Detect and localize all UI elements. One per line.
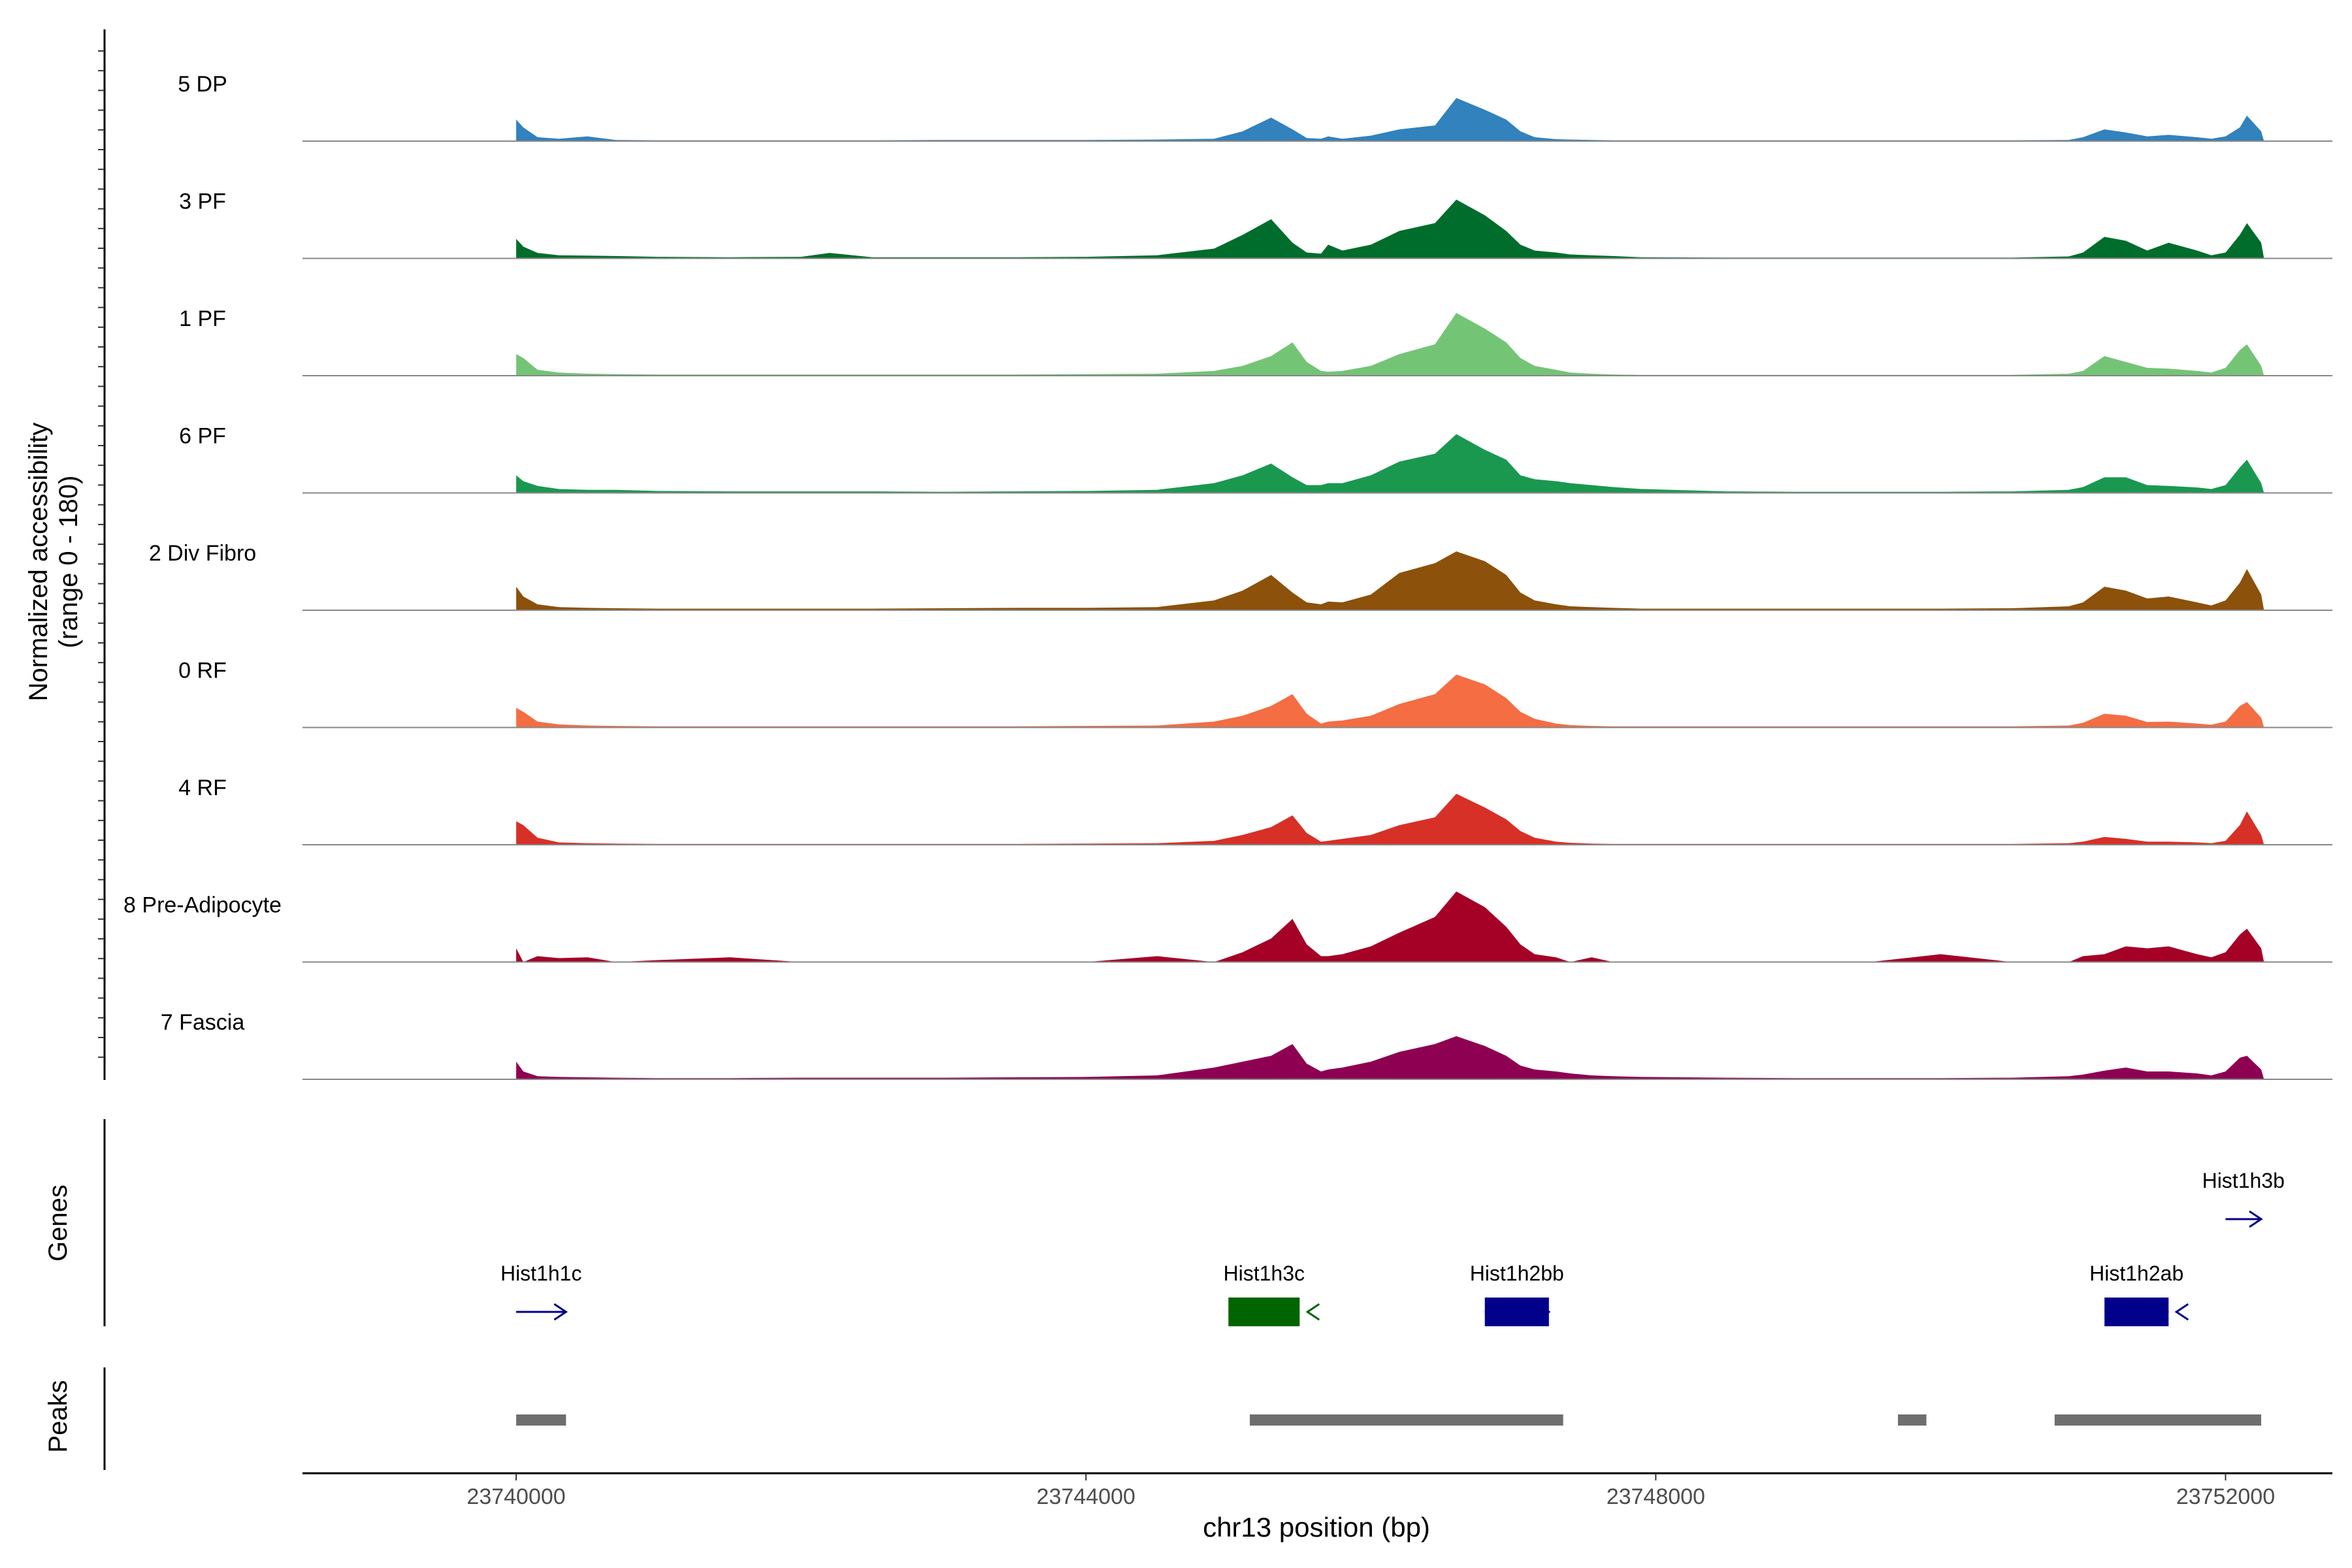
track-label: 6 PF: [179, 424, 226, 449]
coverage-track: 6 PF: [179, 424, 2332, 494]
peak-region: [1897, 1414, 1927, 1426]
track-label: 8 Pre-Adipocyte: [123, 893, 282, 918]
coverage-tracks: 5 DP 3 PF 1 PF 6 PF 2 Div Fibro 0 RF 4 RF 8 Pre…: [123, 72, 2332, 1080]
coverage-area: [516, 891, 2264, 962]
coverage-track: 8 Pre-Adipocyte: [123, 891, 2332, 963]
track-label: 1 PF: [179, 306, 226, 331]
track-label: 5 DP: [178, 72, 227, 97]
y-axes: Normalized accessibility (range 0 - 180)…: [24, 29, 106, 1470]
gene-label: Hist1h3c: [1223, 1262, 1305, 1285]
coverage-area: [516, 313, 2264, 376]
peak-track: [516, 1414, 2261, 1426]
gene-hist1h3b: Hist1h3b: [2202, 1169, 2285, 1228]
x-tick-label: 23748000: [1607, 1484, 1705, 1509]
peak-region: [516, 1414, 566, 1426]
x-tick-label: 23744000: [1037, 1484, 1135, 1509]
strand-arrow: [553, 1303, 568, 1321]
gene-label: Hist1h3b: [2202, 1169, 2285, 1192]
strand-arrow: [1305, 1303, 1320, 1321]
coverage-track: 2 Div Fibro: [149, 541, 2332, 611]
coverage-area: [516, 794, 2264, 845]
coverage-area: [516, 1036, 2264, 1079]
x-axis: 23740000 23744000 23748000 23752000: [302, 1472, 2332, 1509]
strand-arrow: [2249, 1210, 2263, 1228]
coverage-track: 3 PF: [179, 189, 2332, 259]
track-label: 7 Fascia: [161, 1010, 245, 1035]
coverage-track: 0 RF: [178, 659, 2332, 728]
x-axis-title: chr13 position (bp): [1203, 1512, 1430, 1543]
strand-arrow: [1536, 1303, 1551, 1321]
coverage-area: [516, 674, 2264, 728]
y-axis-title-line1: Normalized accessibility: [24, 423, 53, 702]
gene-label: Hist1h1c: [500, 1262, 582, 1285]
x-tick-label: 23752000: [2176, 1484, 2275, 1509]
coverage-track: 5 DP: [178, 72, 2332, 142]
peak-region: [2054, 1414, 2261, 1426]
strand-arrow: [2174, 1303, 2189, 1321]
gene-track: Hist1h1c Hist1h3c Hist1h2bb Hist1h2ab Hist1h…: [500, 1169, 2285, 1326]
gene-label: Hist1h2ab: [2089, 1262, 2183, 1285]
gene-hist1h2ab: Hist1h2ab: [2089, 1262, 2189, 1326]
y-axis-title-line2: (range 0 - 180): [54, 476, 83, 649]
genes-track-label: Genes: [44, 1184, 73, 1262]
coverage-track: 4 RF: [178, 776, 2332, 845]
track-label: 4 RF: [178, 776, 227, 800]
x-tick-label: 23740000: [466, 1484, 565, 1509]
gene-hist1h3c: Hist1h3c: [1223, 1262, 1320, 1326]
gene-exon: [1228, 1298, 1300, 1326]
peak-region: [1249, 1414, 1563, 1426]
track-label: 0 RF: [178, 659, 227, 683]
coverage-area: [516, 98, 2264, 141]
coverage-area: [516, 551, 2264, 610]
gene-hist1h1c: Hist1h1c: [500, 1262, 582, 1321]
gene-exon: [1484, 1298, 1549, 1326]
gene-exon: [2104, 1298, 2169, 1326]
gene-label: Hist1h2bb: [1470, 1262, 1564, 1285]
track-label: 2 Div Fibro: [149, 541, 256, 566]
coverage-track: 7 Fascia: [161, 1010, 2332, 1080]
track-label: 3 PF: [179, 189, 226, 214]
coverage-area: [516, 199, 2264, 259]
coverage-area: [516, 434, 2264, 493]
peaks-track-label: Peaks: [44, 1380, 73, 1452]
coverage-track: 1 PF: [179, 306, 2332, 376]
gene-hist1h2bb: Hist1h2bb: [1470, 1262, 1564, 1326]
